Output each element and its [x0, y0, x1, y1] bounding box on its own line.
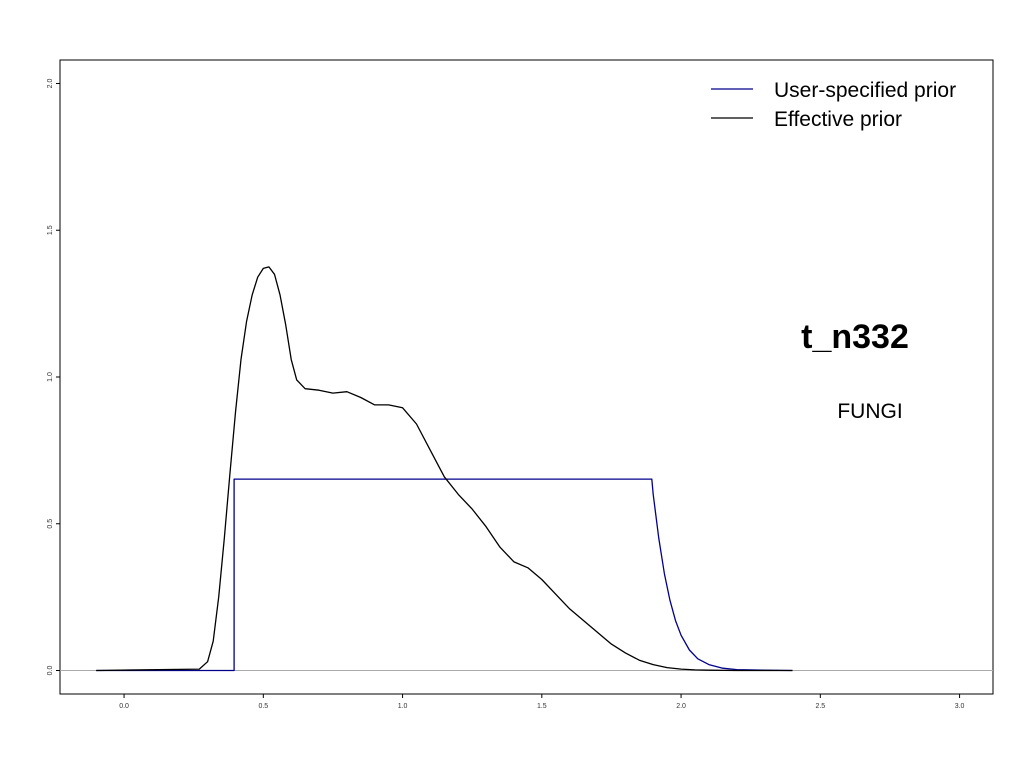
- x-axis-ticks: 0.0 0.5 1.0 1.5 2.0 2.5 3.0: [119, 694, 965, 710]
- y-tick-label: 0.5: [47, 519, 54, 529]
- legend-label-effective-prior: Effective prior: [774, 108, 902, 131]
- x-tick-label: 0.5: [258, 703, 268, 710]
- clade-label: FUNGI: [837, 400, 902, 423]
- user-specified-prior-line: [96, 478, 793, 672]
- y-tick-label: 0.0: [47, 666, 54, 676]
- effective-prior-line: [96, 266, 793, 672]
- series-layer: [96, 266, 793, 672]
- y-tick-label: 2.0: [47, 79, 54, 89]
- y-tick-label: 1.5: [47, 225, 54, 235]
- x-tick-label: 1.5: [537, 703, 547, 710]
- plot-frame: [59, 59, 994, 695]
- x-tick-label: 2.5: [815, 703, 825, 710]
- x-tick-label: 0.0: [119, 703, 129, 710]
- node-label: t_n332: [801, 318, 909, 356]
- y-axis-ticks: 0.0 0.5 1.0 1.5 2.0: [47, 79, 60, 676]
- legend: User-specified prior Effective prior: [711, 79, 956, 131]
- x-tick-label: 3.0: [955, 703, 965, 710]
- legend-label-user-specified-prior: User-specified prior: [774, 79, 956, 102]
- y-tick-label: 1.0: [47, 372, 54, 382]
- x-tick-label: 2.0: [676, 703, 686, 710]
- x-tick-label: 1.0: [398, 703, 408, 710]
